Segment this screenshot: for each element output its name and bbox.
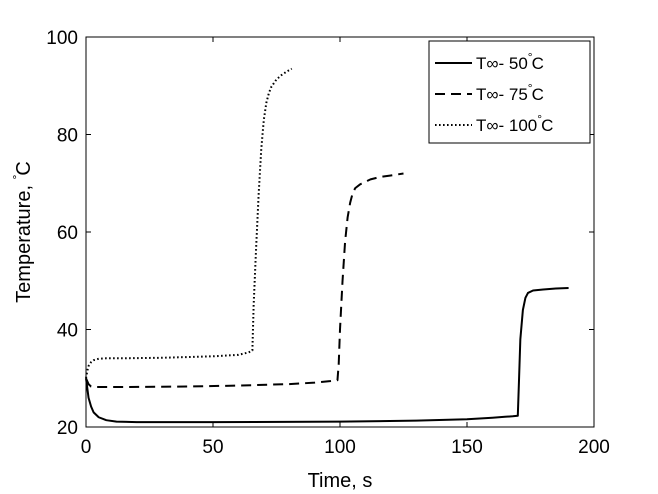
legend-unit: C xyxy=(532,54,544,73)
legend-label-prefix: T∞- 75 xyxy=(476,85,528,104)
y-tick-label: 20 xyxy=(57,418,78,439)
legend-degree: ° xyxy=(528,50,533,64)
legend-unit: C xyxy=(532,85,544,104)
x-tick-label: 200 xyxy=(578,437,610,458)
legend-label-prefix: T∞- 50 xyxy=(476,54,528,73)
y-tick-label: 100 xyxy=(46,28,78,49)
y-tick-label: 80 xyxy=(57,126,78,147)
y-axis-label-degree: ° xyxy=(10,174,24,179)
y-axis-label-unit: C xyxy=(13,161,35,175)
series-line-2 xyxy=(85,172,404,389)
legend-unit: C xyxy=(541,116,553,135)
series-line-1 xyxy=(85,287,569,424)
x-tick-label: 150 xyxy=(451,437,483,458)
x-tick-label: 0 xyxy=(81,437,92,458)
y-tick-label: 60 xyxy=(57,223,78,244)
y-axis-label-text: Temperature, xyxy=(13,179,35,302)
legend-degree: ° xyxy=(528,81,533,95)
legend: T∞- 50°CT∞- 75°CT∞- 100°C xyxy=(428,40,591,144)
x-tick-label: 50 xyxy=(202,437,223,458)
y-axis-label: Temperature, °C xyxy=(10,161,35,303)
x-axis-label: Time, s xyxy=(308,470,373,492)
legend-degree: ° xyxy=(537,112,542,126)
legend-label-3: T∞- 100°C xyxy=(476,112,553,135)
legend-label-1: T∞- 50°C xyxy=(476,50,544,73)
legend-label-prefix: T∞- 100 xyxy=(476,116,537,135)
ticks-layer: 0 50 100 150 200 20 40 60 80 100 xyxy=(46,28,610,458)
y-tick-label: 40 xyxy=(57,321,78,342)
series-line-3 xyxy=(85,67,293,379)
plot-frame xyxy=(85,36,595,428)
x-tick-label: 100 xyxy=(324,437,356,458)
legend-entries: T∞- 50°CT∞- 75°CT∞- 100°C xyxy=(435,50,553,135)
legend-label-2: T∞- 75°C xyxy=(476,81,544,104)
series-layer xyxy=(85,67,569,424)
